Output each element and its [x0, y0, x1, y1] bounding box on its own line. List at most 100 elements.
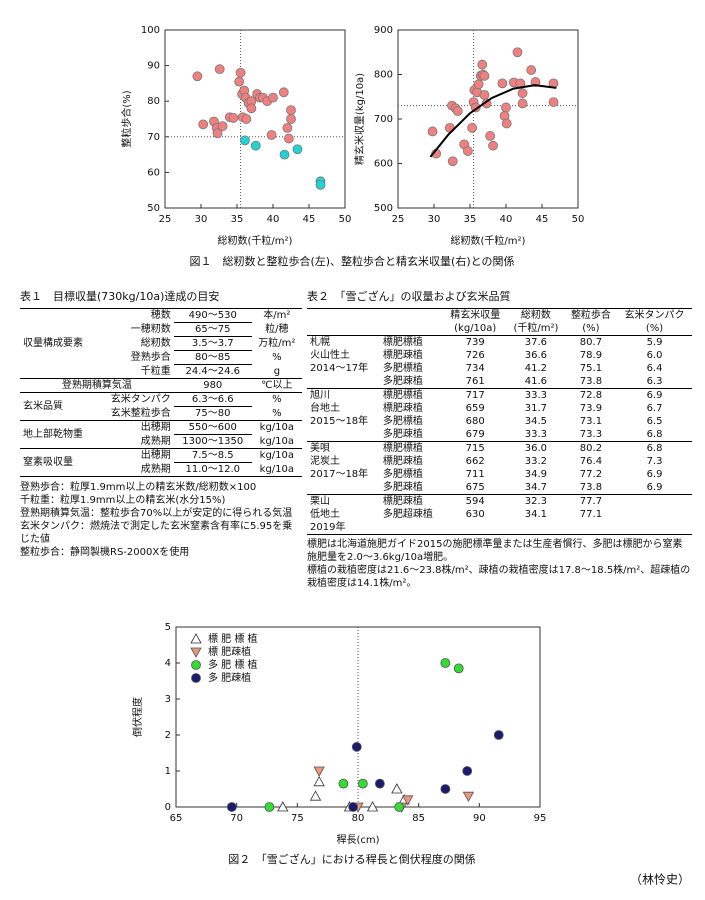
table-cell: 多肥疎植	[382, 482, 423, 493]
table-cell: 34.5	[524, 416, 548, 427]
y-tick-label: 60	[147, 167, 160, 178]
point	[282, 123, 293, 133]
site-label: 札幌	[310, 337, 330, 348]
x-tick-label: 45	[303, 214, 316, 225]
point	[391, 783, 403, 794]
point	[266, 130, 277, 140]
point	[228, 113, 239, 123]
site-label	[307, 481, 380, 495]
table-cell: 73.8	[579, 482, 603, 493]
table: 収量構成要素 穂数 490～530 本/m² 一穂籾数 65～75 粒/穂 総籾数 3.5～3.…	[20, 308, 302, 477]
table-cell: 36.6	[524, 350, 548, 361]
table-cell: 761	[465, 376, 485, 387]
table-cell: 659	[465, 403, 485, 414]
table-cell: 玄米タンパク	[110, 394, 171, 406]
column-header: (%)	[582, 323, 600, 334]
table-note: 登熟期積算気温：整粒歩合70%以上が安定的に得られる気温	[20, 508, 293, 519]
y-tick-label: 0	[165, 802, 171, 813]
point	[309, 790, 322, 801]
table-cell: 34.1	[524, 509, 548, 520]
table-cell: 75.1	[579, 363, 603, 374]
point	[286, 105, 296, 115]
legend-marker	[190, 647, 202, 658]
table-cell: 6.9	[646, 482, 663, 493]
table-row: 美唄 標肥標植 715 36.0 80.2 6.8	[307, 442, 692, 456]
point	[374, 778, 385, 789]
table-row: 登熟期積算気温 980 ℃以上	[20, 378, 302, 393]
y-tick-label: 500	[374, 203, 393, 214]
site-label: 2019年	[310, 522, 346, 533]
table-row: 成熟期 11.0～12.0 kg/10a	[20, 462, 302, 477]
point	[485, 131, 496, 141]
table-cell: 成熟期	[140, 463, 171, 475]
table-cell: 多肥疎植	[382, 376, 423, 387]
point	[250, 140, 261, 151]
header-row: 精玄米収量 総籾数 整粒歩合 玄米タンパク	[307, 309, 692, 323]
table-cell: 41.2	[524, 363, 548, 374]
table-row: 玄米品質 玄米タンパク 6.3～6.6%	[20, 392, 302, 412]
point	[530, 77, 541, 87]
table-cell: 7.3	[646, 456, 663, 467]
table-cell: 80～85	[173, 350, 252, 365]
table-cell: 6.5	[646, 416, 663, 427]
table-cell: 標肥疎植	[382, 350, 423, 361]
figure-caption: 図２ 「雪ござん」における稈長と倒伏程度の関係	[228, 852, 476, 866]
site-label: 台地土	[310, 403, 340, 414]
table-cell: 711	[465, 469, 485, 480]
row-group-label: 登熟期積算気温	[61, 380, 132, 391]
row-group-label: 地上部乾物重	[23, 429, 83, 440]
point	[394, 802, 405, 812]
legend-label: 多 肥疎植	[208, 671, 251, 684]
header-cell	[380, 309, 444, 323]
table-cell: 33.3	[524, 429, 548, 440]
table-cell: %	[272, 407, 282, 419]
point	[246, 103, 257, 114]
table-row: 登熟歩合 80～85%	[20, 350, 302, 365]
table-row: 千粒重 24.4～24.6 g	[20, 364, 302, 379]
x-tick-label: 50	[572, 214, 585, 225]
table-cell: 粒/穂	[265, 324, 289, 335]
point	[240, 135, 250, 146]
x-tick-label: 80	[352, 813, 365, 824]
table-row: 2014～17年 多肥標植 734 41.2 75.1 6.4	[307, 362, 692, 375]
column-header: (千粒/m²)	[513, 323, 559, 334]
x-tick-label: 95	[534, 813, 547, 824]
point	[268, 92, 278, 103]
table-cell: 662	[465, 456, 485, 467]
point	[235, 67, 246, 78]
x-tick-label: 50	[339, 214, 352, 225]
row-group-label: 収量構成要素	[23, 338, 83, 349]
table-cell: kg/10a	[259, 463, 295, 475]
table-cell: 標肥標植	[382, 443, 423, 454]
table-row: 栗山 標肥疎植 594 32.3 77.7	[307, 495, 692, 509]
site-label	[307, 375, 380, 389]
table-cell: 33.3	[524, 390, 548, 401]
legend-marker	[191, 673, 201, 683]
legend-label: 標 肥疎植	[208, 645, 251, 658]
site-label	[307, 428, 380, 442]
table-cell: 739	[465, 337, 485, 348]
x-axis-label: 稈長(cm)	[336, 834, 379, 846]
point	[198, 119, 209, 130]
figure-caption: 図１ 総籾数と整粒歩合(左)、整粒歩合と精玄米収量(右)との関係	[189, 254, 514, 268]
table-1: 表１ 目標収量(730kg/10a)達成の目安 収量構成要素 穂数 490～530 本/…	[20, 288, 302, 559]
x-tick-label: 35	[231, 214, 244, 225]
table-cell: 千粒重	[140, 365, 171, 377]
y-tick-label: 3	[165, 694, 171, 705]
table-row: 札幌 標肥標植 739 37.6 80.7 5.9	[307, 336, 692, 350]
x-tick-label: 65	[170, 813, 183, 824]
point	[467, 123, 478, 133]
table-cell: %	[272, 394, 282, 406]
y-tick-label: 5	[165, 622, 171, 633]
table-cell: 31.7	[524, 403, 548, 414]
table-cell: 総籾数	[140, 338, 171, 349]
table-cell	[617, 495, 692, 509]
point	[313, 775, 325, 787]
plot-frame	[164, 29, 346, 209]
y-tick-label: 90	[147, 61, 160, 72]
point	[348, 802, 359, 812]
site-label: 低地土	[310, 509, 340, 520]
point	[217, 121, 228, 132]
table-cell: %	[272, 352, 282, 363]
table-cell	[617, 508, 692, 521]
